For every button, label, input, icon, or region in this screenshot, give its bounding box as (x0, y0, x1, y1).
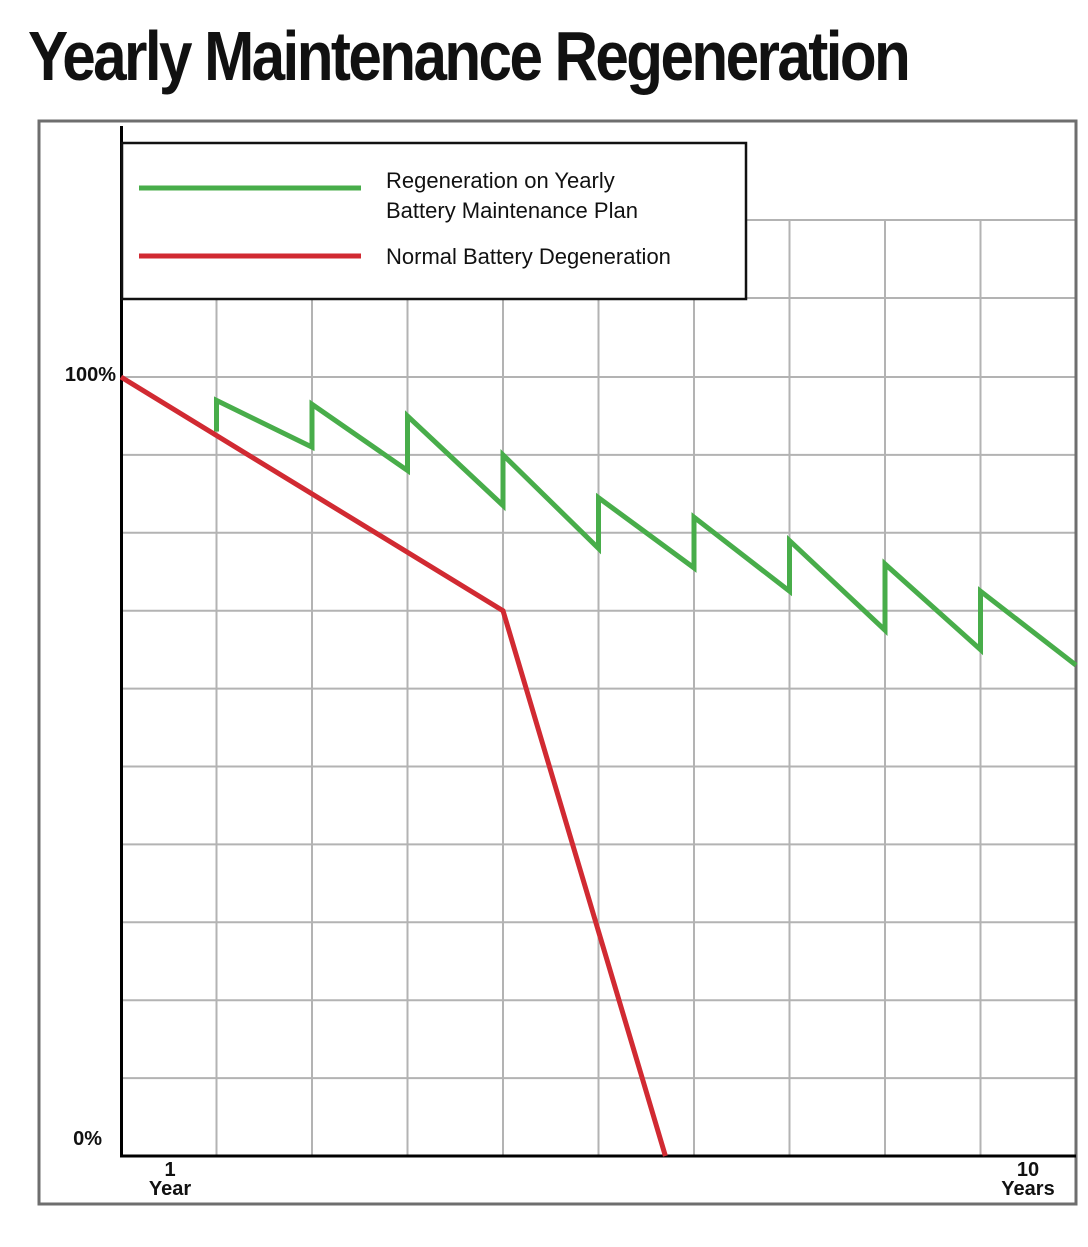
legend-label-regeneration-line2: Battery Maintenance Plan (386, 198, 638, 223)
series-line-degeneration (119, 374, 668, 1157)
legend: Regeneration on Yearly Battery Maintenan… (120, 141, 748, 301)
x-tick-value-1: 1 (164, 1159, 175, 1181)
chart-title: Yearly Maintenance Regeneration (28, 17, 911, 95)
legend-label-degeneration: Normal Battery Degeneration (386, 244, 671, 269)
y-tick-label-100: 100% (65, 364, 116, 386)
series-line-regeneration (214, 396, 1078, 668)
x-tick-unit-10: Years (1001, 1178, 1054, 1200)
series-layer (119, 374, 1078, 1157)
legend-box (120, 141, 748, 301)
x-tick-unit-1: Year (149, 1178, 191, 1200)
grid (121, 219, 1077, 1156)
y-tick-label-0: 0% (73, 1128, 102, 1150)
legend-label-regeneration-line1: Regeneration on Yearly (386, 168, 615, 193)
x-tick-value-10: 10 (1017, 1159, 1039, 1181)
